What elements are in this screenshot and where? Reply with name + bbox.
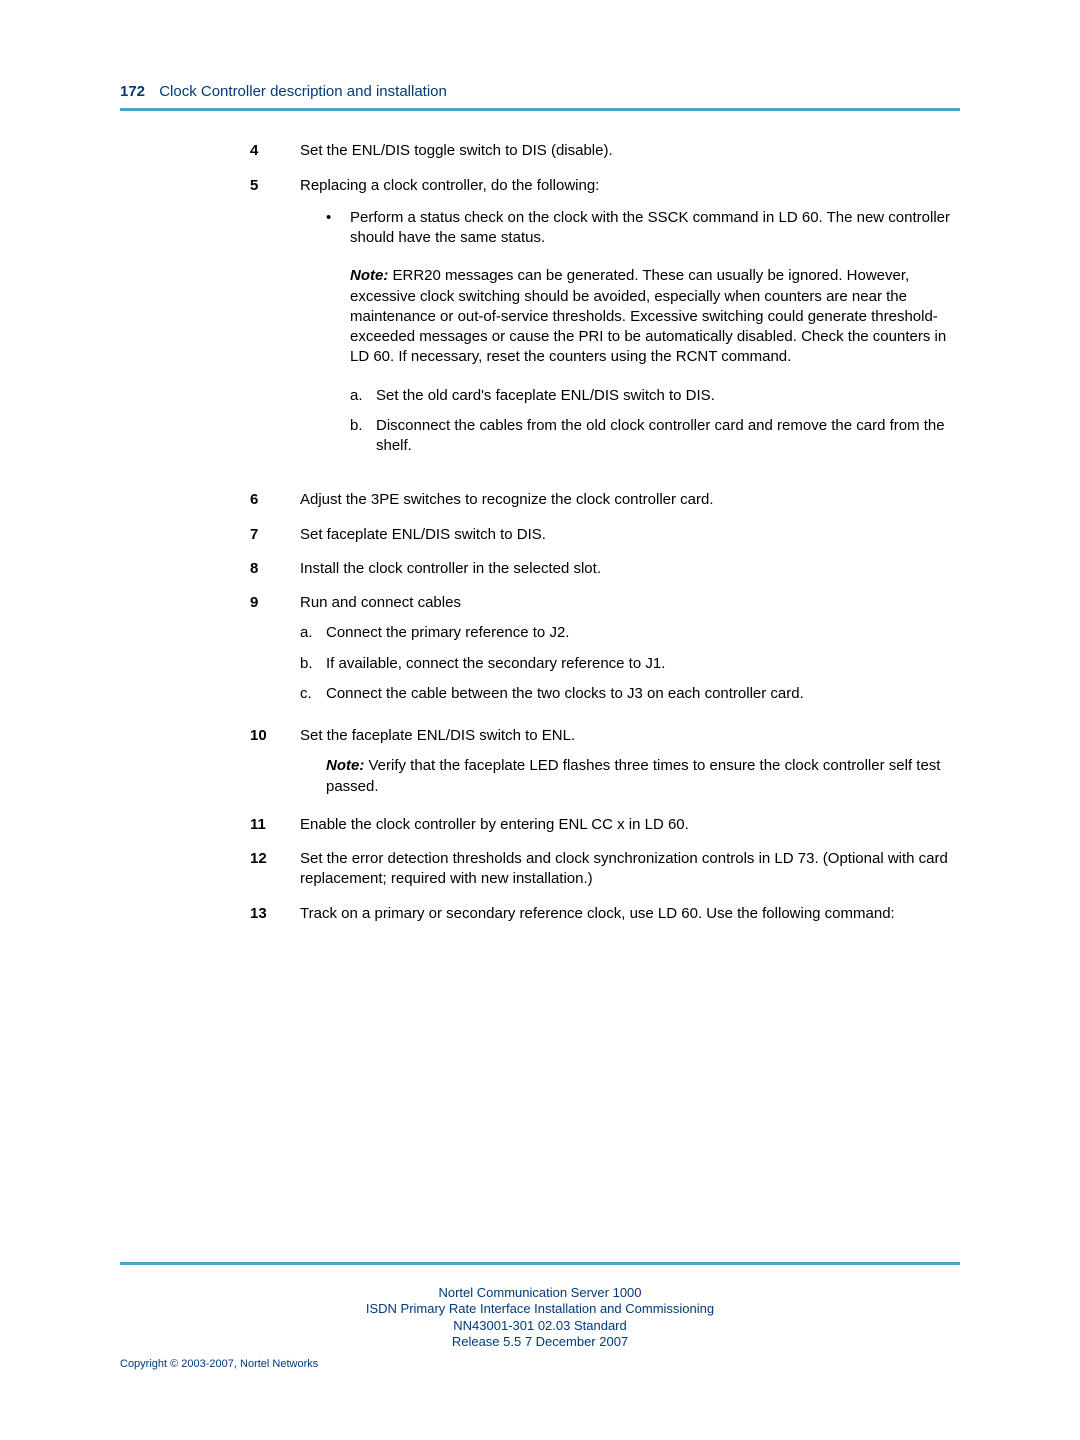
footer-line-3: NN43001-301 02.03 Standard (0, 1318, 1080, 1334)
page: 172 Clock Controller description and ins… (0, 0, 1080, 924)
bullet-item: • Perform a status check on the clock wi… (300, 208, 950, 465)
step-text: Track on a primary or secondary referenc… (300, 904, 950, 924)
step-text: Set the error detection thresholds and c… (300, 849, 950, 890)
inline-note: Note: Verify that the faceplate LED flas… (300, 756, 950, 797)
step-number: 7 (250, 525, 300, 545)
footer-line-2: ISDN Primary Rate Interface Installation… (0, 1301, 1080, 1317)
note-block: Note: ERR20 messages can be generated. T… (350, 266, 950, 367)
sub-text: Disconnect the cables from the old clock… (376, 416, 950, 457)
step-number: 4 (250, 141, 300, 161)
sub-item-a: a. Set the old card's faceplate ENL/DIS … (350, 386, 950, 406)
sub-item-a: a. Connect the primary reference to J2. (300, 623, 950, 643)
content-body: 4 Set the ENL/DIS toggle switch to DIS (… (120, 141, 960, 924)
step-text: Run and connect cables (300, 593, 950, 613)
step-number: 10 (250, 726, 300, 797)
sub-mark: b. (300, 654, 326, 674)
header-rule (120, 108, 960, 111)
note-label: Note: (326, 757, 364, 774)
step-6: 6 Adjust the 3PE switches to recognize t… (250, 490, 950, 510)
sub-text: Connect the primary reference to J2. (326, 623, 950, 643)
step-number: 5 (250, 176, 300, 477)
step-number: 6 (250, 490, 300, 510)
step-13: 13 Track on a primary or secondary refer… (250, 904, 950, 924)
step-11: 11 Enable the clock controller by enteri… (250, 815, 950, 835)
sub-mark: c. (300, 684, 326, 704)
sub-text: Connect the cable between the two clocks… (326, 684, 950, 704)
step-number: 12 (250, 849, 300, 890)
step-text: Install the clock controller in the sele… (300, 559, 950, 579)
step-7: 7 Set faceplate ENL/DIS switch to DIS. (250, 525, 950, 545)
copyright: Copyright © 2003-2007, Nortel Networks (120, 1357, 318, 1372)
sub-mark: a. (350, 386, 376, 406)
note-label: Note: (350, 267, 388, 284)
bullet-text: Perform a status check on the clock with… (350, 208, 950, 249)
step-text: Enable the clock controller by entering … (300, 815, 950, 835)
footer-line-1: Nortel Communication Server 1000 (0, 1285, 1080, 1301)
step-number: 11 (250, 815, 300, 835)
step-body: Set the faceplate ENL/DIS switch to ENL.… (300, 726, 950, 797)
step-12: 12 Set the error detection thresholds an… (250, 849, 950, 890)
section-title: Clock Controller description and install… (159, 83, 447, 100)
step-text: Set faceplate ENL/DIS switch to DIS. (300, 525, 950, 545)
sub-text: If available, connect the secondary refe… (326, 654, 950, 674)
bullet-icon: • (326, 208, 350, 465)
bullet-content: Perform a status check on the clock with… (350, 208, 950, 465)
footer: Nortel Communication Server 1000 ISDN Pr… (0, 1285, 1080, 1350)
page-number: 172 (120, 83, 145, 100)
step-text: Set the ENL/DIS toggle switch to DIS (di… (300, 141, 950, 161)
step-body: Run and connect cables a. Connect the pr… (300, 593, 950, 712)
step-body: Replacing a clock controller, do the fol… (300, 176, 950, 477)
step-10: 10 Set the faceplate ENL/DIS switch to E… (250, 726, 950, 797)
note-text: Verify that the faceplate LED flashes th… (326, 757, 940, 794)
step-5: 5 Replacing a clock controller, do the f… (250, 176, 950, 477)
sub-mark: b. (350, 416, 376, 457)
step-number: 9 (250, 593, 300, 712)
sub-item-c: c. Connect the cable between the two clo… (300, 684, 950, 704)
footer-line-4: Release 5.5 7 December 2007 (0, 1334, 1080, 1350)
footer-rule (120, 1262, 960, 1265)
step-9: 9 Run and connect cables a. Connect the … (250, 593, 950, 712)
step-text: Replacing a clock controller, do the fol… (300, 176, 950, 196)
sub-item-b: b. Disconnect the cables from the old cl… (350, 416, 950, 457)
step-text: Adjust the 3PE switches to recognize the… (300, 490, 950, 510)
note-text: ERR20 messages can be generated. These c… (350, 267, 946, 365)
sub-mark: a. (300, 623, 326, 643)
step-number: 8 (250, 559, 300, 579)
sub-item-b: b. If available, connect the secondary r… (300, 654, 950, 674)
step-4: 4 Set the ENL/DIS toggle switch to DIS (… (250, 141, 950, 161)
sub-text: Set the old card's faceplate ENL/DIS swi… (376, 386, 950, 406)
step-number: 13 (250, 904, 300, 924)
running-header: 172 Clock Controller description and ins… (120, 82, 960, 102)
step-8: 8 Install the clock controller in the se… (250, 559, 950, 579)
step-text: Set the faceplate ENL/DIS switch to ENL. (300, 726, 950, 746)
